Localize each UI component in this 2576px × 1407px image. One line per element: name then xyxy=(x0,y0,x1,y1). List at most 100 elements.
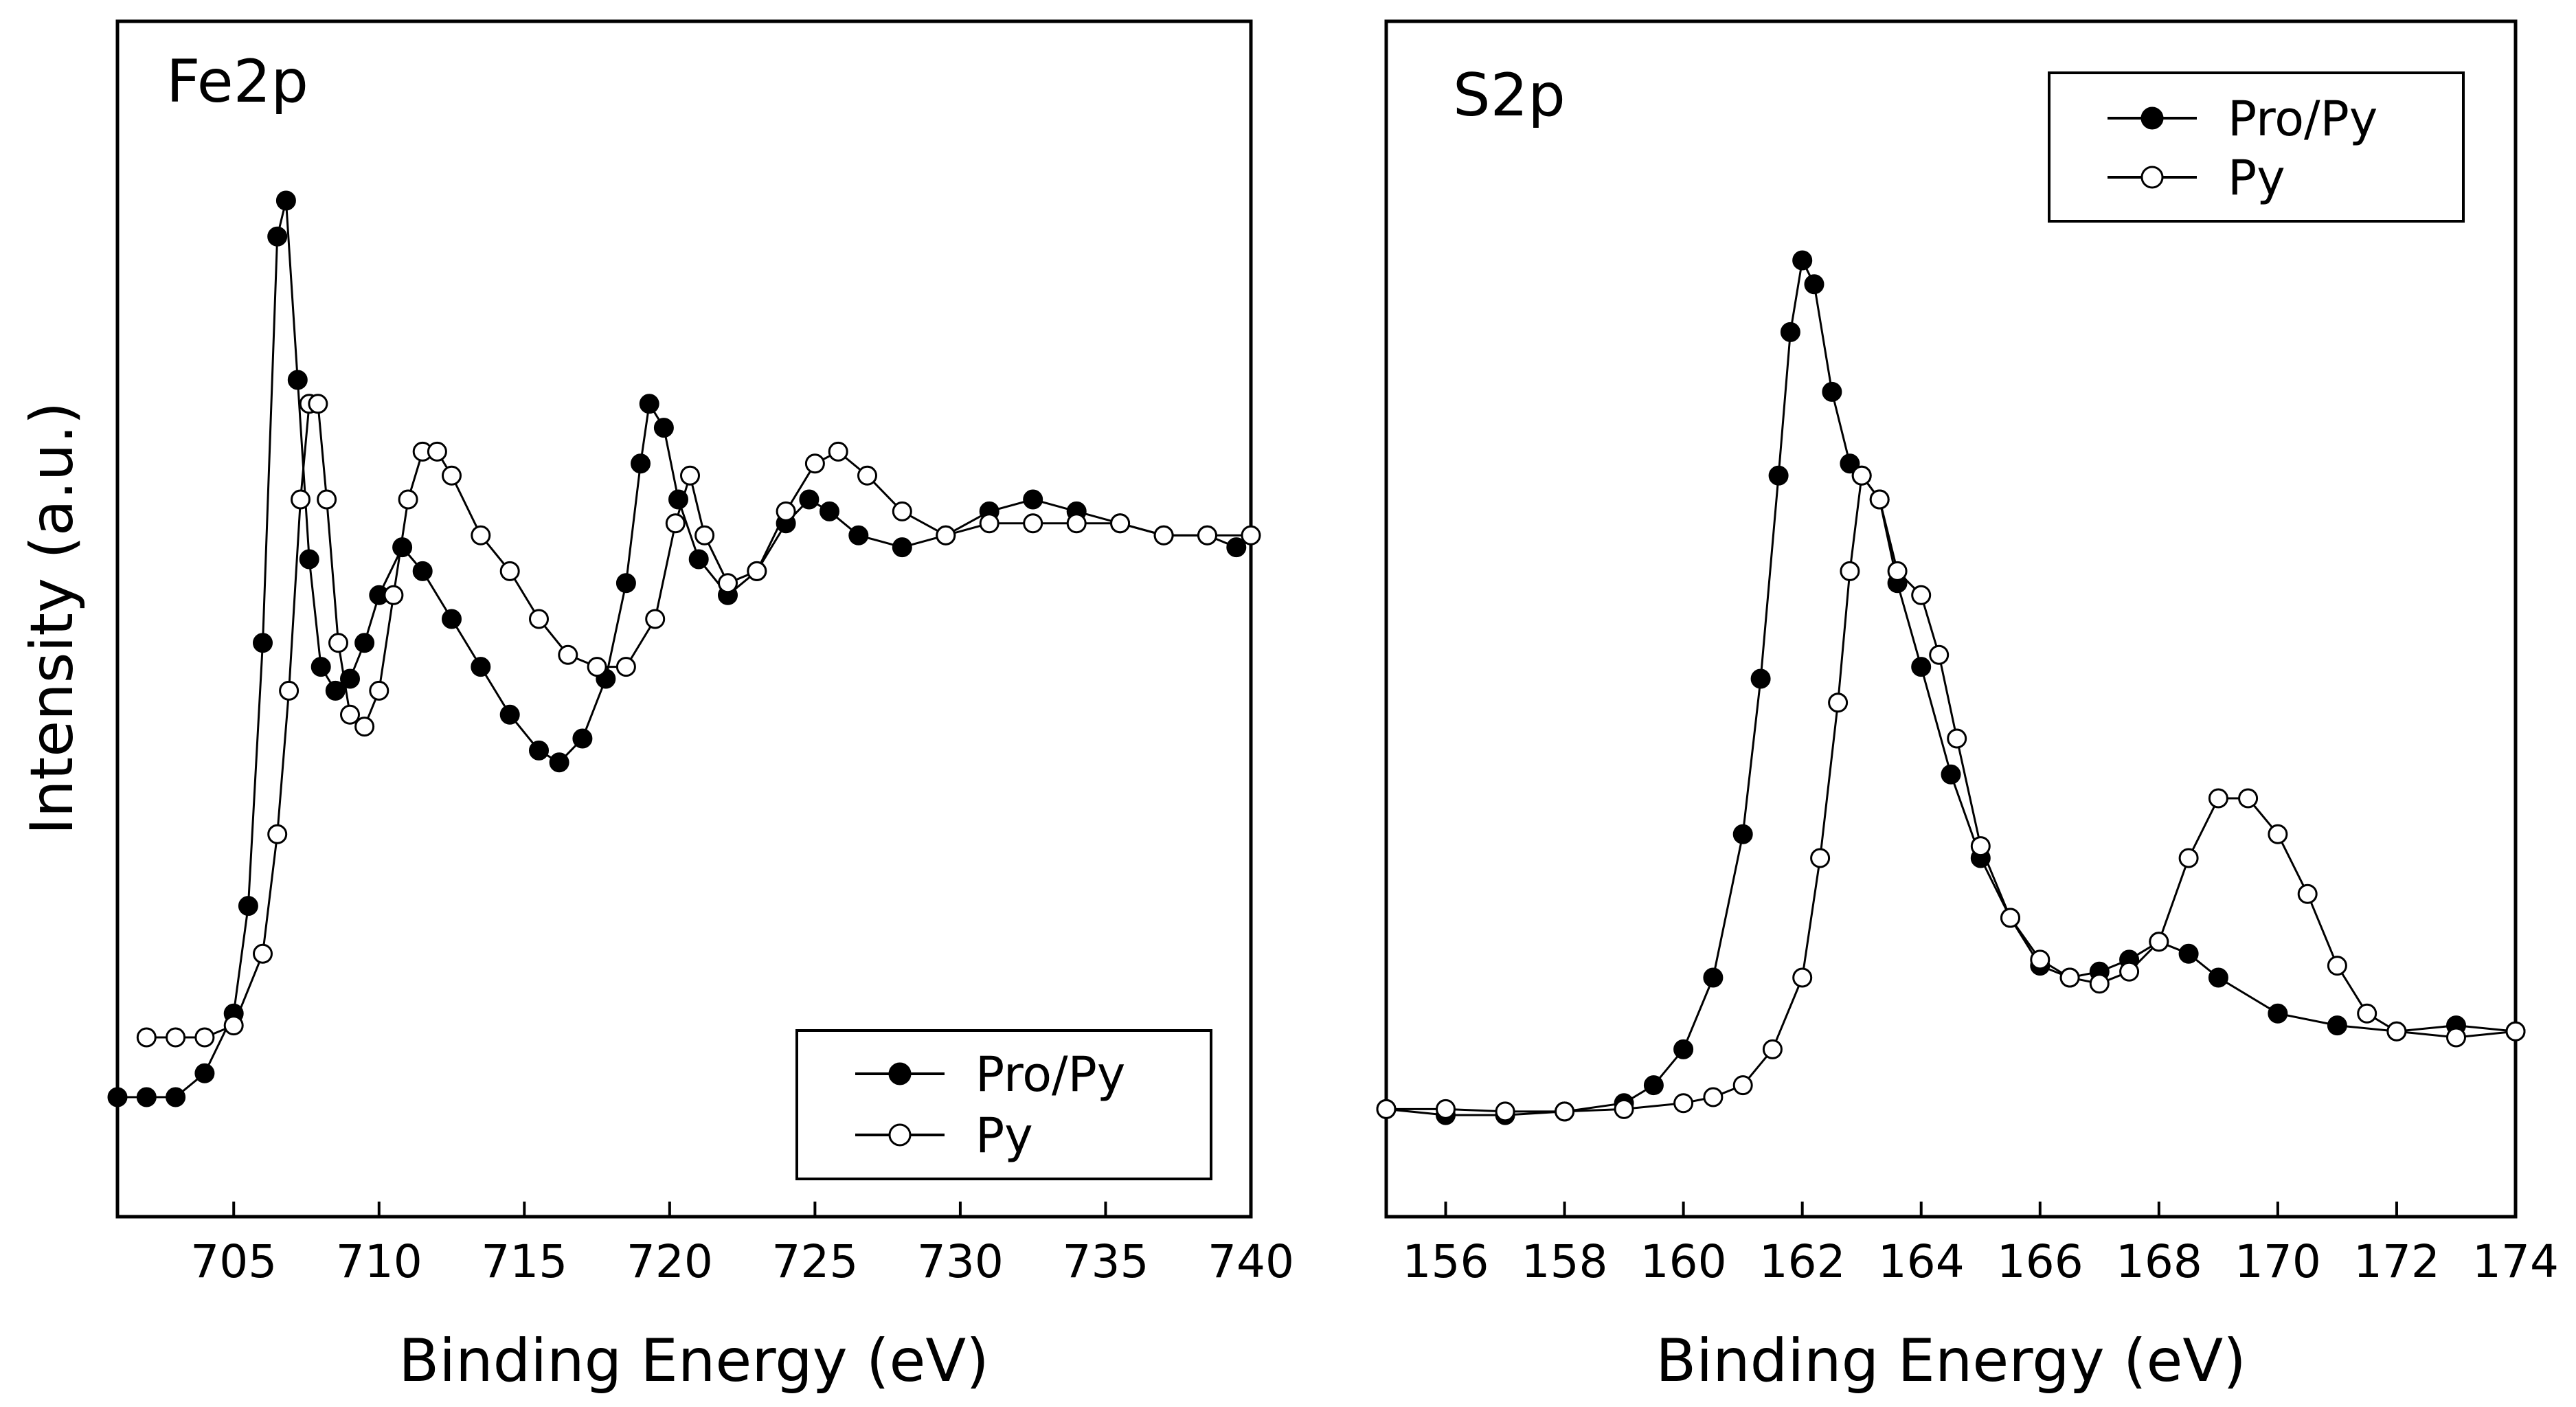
fe2p-data-point-py xyxy=(442,465,462,486)
fe2p-data-point-py xyxy=(223,1015,244,1036)
s2p-x-tick-label: 158 xyxy=(1522,1235,1608,1288)
s2p-data-point-pro-py xyxy=(1941,764,1961,785)
s2p-data-point-pro-py xyxy=(2268,1003,2288,1024)
s2p-data-point-py xyxy=(2327,956,2347,976)
fe2p-data-point-py xyxy=(499,561,520,581)
s2p-data-point-py xyxy=(2446,1027,2466,1048)
fe2p-data-point-py xyxy=(279,680,300,701)
fe2p-legend-box xyxy=(795,1029,1212,1180)
fe2p-x-tick-label: 740 xyxy=(1208,1235,1294,1288)
fe2p-data-point-py xyxy=(718,573,738,594)
s2p-data-point-py xyxy=(1887,561,1908,581)
fe2p-series-line-py xyxy=(146,403,1251,1039)
fe2p-data-point-py xyxy=(936,525,956,545)
s2p-data-point-py xyxy=(1869,489,1890,510)
fe2p-data-point-pro-py xyxy=(287,370,308,390)
s2p-x-tick-label: 156 xyxy=(1403,1235,1489,1288)
s2p-x-tick-label: 174 xyxy=(2472,1235,2559,1288)
fe2p-data-point-py xyxy=(308,394,328,414)
fe2p-data-point-pro-py xyxy=(668,489,688,510)
s2p-data-point-pro-py xyxy=(1643,1075,1664,1096)
fe2p-data-point-pro-py xyxy=(442,609,462,629)
s2p-data-point-pro-py xyxy=(1780,322,1800,342)
s2p-data-point-py xyxy=(1792,967,1813,988)
s2p-data-point-py xyxy=(2000,908,2020,928)
fe2p-data-point-pro-py xyxy=(310,657,331,677)
fe2p-data-point-py xyxy=(1023,513,1043,534)
s2p-data-point-pro-py xyxy=(1750,668,1771,689)
fe2p-data-point-py xyxy=(340,704,360,725)
s2p-data-point-pro-py xyxy=(1673,1039,1694,1059)
s2p-data-point-pro-py xyxy=(1792,250,1813,271)
s2p-data-point-py xyxy=(2386,1021,2407,1042)
s2p-data-point-py xyxy=(1673,1093,1694,1114)
fe2p-data-point-py xyxy=(1241,525,1261,545)
s2p-data-point-pro-py xyxy=(1732,824,1753,844)
fe2p-data-point-py xyxy=(317,489,337,510)
s2p-series-line-pro-py xyxy=(1386,257,2516,1116)
fe2p-data-point-pro-py xyxy=(354,633,375,653)
s2p-data-point-py xyxy=(2268,824,2288,844)
s2p-data-point-py xyxy=(1703,1087,1724,1107)
s2p-data-point-py xyxy=(2119,961,2140,982)
s2p-data-point-py xyxy=(2238,788,2259,809)
s2p-data-point-py xyxy=(1929,644,1950,665)
fe2p-data-point-pro-py xyxy=(267,226,288,247)
s2p-plot-frame xyxy=(1384,19,2518,1219)
s2p-data-point-pro-py xyxy=(2327,1015,2347,1036)
fe2p-data-point-pro-py xyxy=(471,657,491,677)
s2p-data-point-py xyxy=(1436,1099,1456,1119)
s2p-data-point-py xyxy=(2357,1003,2377,1024)
s2p-data-point-pro-py xyxy=(2208,967,2228,988)
fe2p-data-point-py xyxy=(1153,525,1174,545)
fe2p-data-marks xyxy=(107,190,1261,1107)
s2p-data-point-py xyxy=(2505,1021,2526,1042)
fe2p-x-tick-label: 735 xyxy=(1062,1235,1149,1288)
s2p-data-point-py xyxy=(1376,1099,1397,1119)
fe2p-data-point-pro-py xyxy=(1023,489,1043,510)
fe2p-data-point-py xyxy=(383,585,404,605)
fe2p-data-point-pro-py xyxy=(499,704,520,725)
fe2p-data-point-py xyxy=(615,657,636,677)
s2p-data-point-py xyxy=(2178,848,2199,868)
fe2p-data-point-pro-py xyxy=(892,537,912,558)
fe2p-data-point-py xyxy=(694,525,715,545)
s2p-legend-marker-pro-py xyxy=(2140,106,2164,130)
fe2p-data-point-pro-py xyxy=(615,573,636,594)
s2p-data-point-pro-py xyxy=(1911,657,1932,677)
s2p-data-point-pro-py xyxy=(1768,465,1789,486)
fe2p-x-tick-label: 705 xyxy=(190,1235,277,1288)
s2p-data-point-py xyxy=(1810,848,1831,868)
s2p-data-point-pro-py xyxy=(2178,943,2199,964)
fe2p-data-point-py xyxy=(194,1027,215,1048)
s2p-data-point-py xyxy=(1762,1039,1783,1059)
fe2p-data-point-pro-py xyxy=(572,728,593,749)
fe2p-x-tick-label: 710 xyxy=(336,1235,422,1288)
s2p-data-point-py xyxy=(2149,932,2169,952)
fe2p-data-point-pro-py xyxy=(549,752,569,773)
fe2p-legend: Pro/Py Py xyxy=(795,1029,1212,1180)
s2p-data-point-py xyxy=(1495,1101,1515,1122)
fe2p-data-point-py xyxy=(166,1027,186,1048)
fe2p-data-point-py xyxy=(529,609,549,629)
fe2p-data-point-pro-py xyxy=(688,549,709,570)
fe2p-data-point-pro-py xyxy=(639,394,659,414)
s2p-data-point-py xyxy=(1828,693,1849,713)
fe2p-data-point-py xyxy=(645,609,666,629)
s2p-data-marks xyxy=(1376,250,2526,1125)
s2p-data-point-py xyxy=(1911,585,1932,605)
fe2p-legend-marker-pro-py xyxy=(888,1062,912,1085)
s2p-data-point-py xyxy=(2297,883,2318,904)
s2p-data-point-pro-py xyxy=(1703,967,1724,988)
fe2p-data-point-pro-py xyxy=(412,561,433,581)
s2p-data-point-py xyxy=(1970,836,1991,857)
fe2p-series-line-pro-py xyxy=(117,200,1237,1099)
fe2p-data-point-pro-py xyxy=(253,633,273,653)
s2p-data-point-py xyxy=(2030,949,2050,970)
fe2p-panel: Fe2p 705 710 715 720 725 730 735 740 Binding En… xyxy=(18,19,1294,1395)
fe2p-data-point-pro-py xyxy=(1226,537,1247,558)
s2p-legend-label-pro-py: Pro/Py xyxy=(2228,91,2377,147)
fe2p-data-point-py xyxy=(427,441,447,462)
s2p-data-point-py xyxy=(1614,1099,1634,1119)
fe2p-x-tick-label: 720 xyxy=(626,1235,713,1288)
